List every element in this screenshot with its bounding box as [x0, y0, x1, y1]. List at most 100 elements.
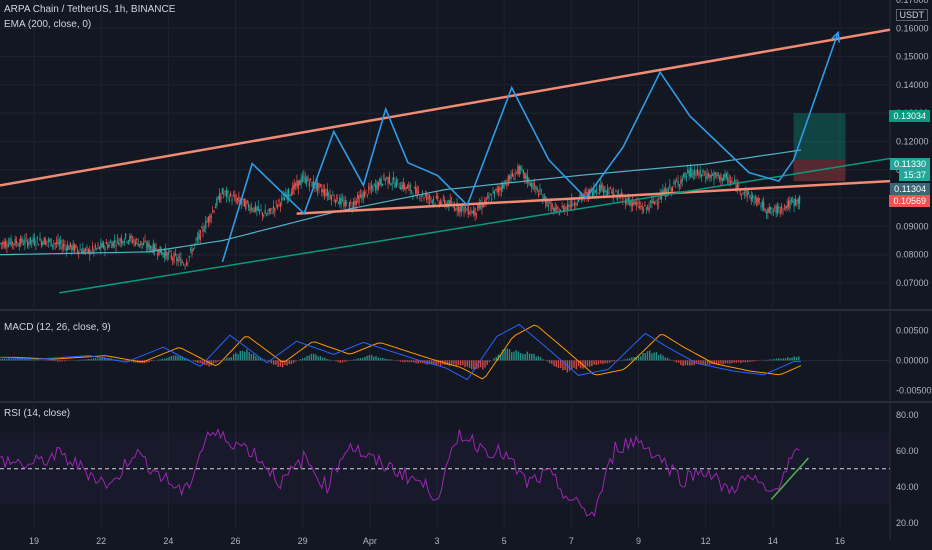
macd-histogram-bar	[19, 358, 21, 361]
rsi-tick-label: 80.00	[896, 410, 919, 420]
macd-histogram-bar	[626, 358, 629, 361]
candle-body	[656, 203, 658, 205]
macd-histogram-bar	[689, 360, 691, 366]
candle-body	[246, 200, 248, 203]
candle-body	[73, 244, 76, 252]
candle-body	[147, 242, 149, 247]
macd-histogram-bar	[751, 360, 753, 362]
macd-histogram-bar	[726, 360, 729, 364]
macd-histogram-bar	[324, 357, 326, 361]
macd-histogram-bar	[226, 357, 228, 361]
symbol-title: ARPA Chain / TetherUS, 1h, BINANCE	[4, 4, 176, 15]
candle-body	[792, 200, 794, 202]
candle-body	[341, 199, 344, 201]
candle-body	[28, 242, 30, 245]
macd-histogram-bar	[90, 358, 92, 361]
candle-body	[325, 193, 327, 196]
price-tick-label: 0.09000	[896, 221, 929, 231]
candle-body	[40, 240, 43, 246]
candle-body	[468, 213, 471, 215]
candle-body	[25, 237, 27, 239]
candle-body	[254, 204, 257, 212]
candle-body	[31, 240, 33, 242]
macd-histogram-bar	[63, 360, 66, 362]
candle-body	[584, 192, 587, 194]
candle-body	[567, 204, 569, 210]
candle-body	[33, 238, 36, 245]
candle-body	[42, 242, 44, 245]
macd-histogram-bar	[346, 360, 348, 362]
candle-body	[225, 190, 228, 197]
macd-histogram-bar	[413, 360, 415, 363]
candle-body	[499, 187, 501, 190]
currency-badge[interactable]: USDT	[895, 9, 928, 21]
macd-histogram-bar	[166, 358, 168, 361]
macd-histogram-bar	[402, 360, 404, 362]
candle-body	[149, 245, 152, 249]
macd-histogram-bar	[709, 360, 711, 365]
candle-body	[713, 172, 715, 181]
candle-body	[178, 257, 181, 258]
macd-histogram-bar	[702, 360, 704, 366]
macd-histogram-bar	[373, 356, 375, 361]
candle-body	[728, 179, 730, 181]
candle-body	[355, 200, 357, 205]
candle-body	[758, 198, 761, 200]
macd-histogram-bar	[608, 360, 611, 363]
macd-histogram-bar	[192, 360, 195, 362]
candle-body	[133, 239, 135, 242]
candle-body	[156, 253, 159, 255]
macd-histogram-bar	[462, 360, 464, 366]
macd-histogram-bar	[782, 358, 784, 361]
candle-body	[724, 173, 726, 179]
macd-histogram-bar	[279, 360, 282, 367]
candle-body	[521, 169, 523, 171]
candle-body	[369, 188, 371, 190]
candle-body	[111, 243, 113, 249]
candle-body	[539, 188, 541, 193]
candle-body	[64, 245, 66, 247]
candle-body	[38, 244, 40, 246]
candle-body	[362, 192, 364, 200]
macd-histogram-bar	[568, 360, 571, 371]
macd-histogram-bar	[464, 360, 466, 368]
candle-body	[136, 239, 138, 240]
candle-body	[172, 258, 174, 260]
candle-body	[361, 195, 363, 197]
candle-body	[520, 167, 522, 170]
candle-body	[485, 197, 487, 203]
candle-body	[767, 208, 769, 214]
candle-body	[746, 189, 748, 198]
candle-body	[399, 187, 402, 190]
candle-body	[49, 239, 51, 241]
candle-body	[71, 245, 73, 251]
candle-body	[358, 195, 360, 204]
macd-histogram-bar	[482, 360, 484, 370]
candle-body	[310, 178, 312, 180]
candle-body	[391, 183, 393, 185]
candle-body	[547, 205, 549, 208]
macd-histogram-bar	[477, 360, 480, 369]
macd-histogram-bar	[666, 357, 669, 361]
channel-lower-line	[296, 179, 891, 215]
candle-body	[187, 261, 189, 263]
macd-histogram-bar	[379, 357, 382, 361]
candle-body	[406, 185, 409, 189]
candle-body	[419, 197, 421, 199]
candle-body	[126, 241, 128, 243]
candle-body	[213, 210, 215, 213]
candle-body	[394, 182, 396, 188]
candle-body	[591, 191, 594, 197]
macd-histogram-bar	[740, 360, 742, 363]
macd-histogram-bar	[720, 360, 722, 364]
macd-histogram-bar	[484, 360, 486, 368]
macd-histogram-bar	[259, 357, 262, 361]
macd-histogram-bar	[397, 360, 399, 361]
candle-body	[326, 189, 328, 197]
candle-body	[540, 193, 542, 195]
macd-histogram-bar	[631, 357, 633, 361]
candle-body	[192, 248, 194, 251]
candle-body	[709, 174, 711, 179]
macd-histogram-bar	[157, 359, 159, 361]
